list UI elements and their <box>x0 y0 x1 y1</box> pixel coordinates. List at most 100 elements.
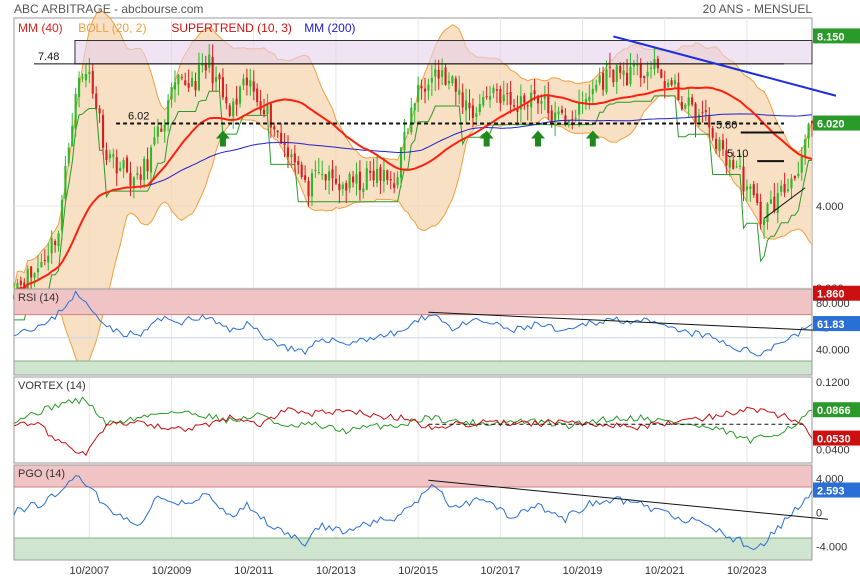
candle-body <box>588 96 591 101</box>
candle-body <box>259 101 262 111</box>
price-level-label: 6.02 <box>128 111 149 123</box>
candle-body <box>636 64 639 66</box>
candle-body <box>197 64 201 91</box>
candle-body <box>718 139 721 152</box>
rsi-value-badge: 61.83 <box>817 319 845 331</box>
candle-body <box>649 67 653 69</box>
candle-body <box>454 78 457 92</box>
candle-body <box>235 98 238 105</box>
candle-body <box>167 100 170 124</box>
candle-body <box>554 112 557 123</box>
candle-body <box>341 184 344 189</box>
candle-body <box>715 138 718 150</box>
candle-body <box>677 82 680 100</box>
candle-body <box>605 69 608 93</box>
candle-body <box>728 159 731 168</box>
candle-body <box>745 186 748 191</box>
candle-body <box>591 88 594 95</box>
candle-body <box>704 110 707 113</box>
price-level-label: 5.80 <box>716 120 737 132</box>
candle-body <box>410 107 413 133</box>
candle-body <box>516 108 519 112</box>
candle-body <box>471 105 474 118</box>
x-tick-label: 10/2007 <box>69 565 109 577</box>
candle-body <box>160 128 163 132</box>
candle-body <box>461 92 464 108</box>
price-high-badge: 8.150 <box>817 31 845 43</box>
candle-body <box>769 199 772 204</box>
candle-body <box>632 64 635 67</box>
candle-body <box>578 102 581 115</box>
support-trendline <box>763 187 806 219</box>
candle-body <box>208 54 211 68</box>
candle-body <box>328 171 331 181</box>
candle-body <box>406 132 409 134</box>
candle-body <box>396 177 399 186</box>
candle-body <box>533 90 536 95</box>
candle-body <box>752 184 755 196</box>
indicator-legend-0: MM (40) <box>18 21 63 35</box>
candle-body <box>444 67 447 85</box>
candle-body <box>91 71 94 94</box>
vortex-plus-badge-bg <box>813 402 860 418</box>
candle-body <box>598 75 601 83</box>
candle-body <box>372 170 375 181</box>
y-tick-label: 4.000 <box>816 201 844 213</box>
candle-body <box>643 76 646 78</box>
candle-body <box>30 266 33 278</box>
candle-body <box>180 77 183 79</box>
candle-body <box>221 77 224 98</box>
candle-body <box>434 69 437 77</box>
buy-signal-arrow-icon <box>585 130 600 147</box>
candle-body <box>608 66 611 68</box>
oversold-zone <box>14 361 812 375</box>
candle-body <box>458 89 461 95</box>
candle-body <box>697 114 701 124</box>
candle-body <box>290 154 293 158</box>
candle-body <box>680 102 683 110</box>
y-tick-label: 0 <box>816 508 822 520</box>
candle-body <box>33 273 36 278</box>
candle-body <box>379 167 382 181</box>
candle-body <box>612 69 615 83</box>
candle-body <box>262 109 266 115</box>
candle-body <box>499 89 502 104</box>
x-tick-label: 10/2015 <box>398 565 438 577</box>
candle-body <box>639 63 642 78</box>
candle-body <box>441 70 444 77</box>
candle-body <box>286 147 290 157</box>
y-tick-label: -4.000 <box>816 541 847 553</box>
x-tick-label: 10/2009 <box>152 565 192 577</box>
x-tick-label: 10/2019 <box>563 565 603 577</box>
candle-body <box>84 74 87 81</box>
candle-body <box>101 114 105 148</box>
candle-body <box>201 63 204 66</box>
pgo-line <box>13 475 813 551</box>
buy-signal-arrow-icon <box>215 130 230 147</box>
candle-body <box>810 120 814 124</box>
candle-body <box>98 108 101 114</box>
panel-title: PGO (14) <box>18 468 65 480</box>
candle-body <box>759 201 762 225</box>
candle-body <box>468 102 471 109</box>
candle-body <box>509 92 512 105</box>
candle-body <box>694 103 697 124</box>
price-high-badge-bg <box>813 28 860 44</box>
candle-body <box>348 173 351 189</box>
candle-body <box>721 140 725 150</box>
candle-body <box>417 84 420 103</box>
candle-body <box>307 181 310 197</box>
candle-body <box>749 186 752 189</box>
candle-body <box>105 149 108 161</box>
candle-body <box>670 80 673 86</box>
price-level-label: 5.10 <box>727 148 748 160</box>
candle-body <box>615 65 618 82</box>
candle-body <box>112 154 115 157</box>
candle-body <box>173 82 177 90</box>
overbought-zone <box>14 465 812 488</box>
candle-body <box>314 169 317 171</box>
candle-body <box>793 175 796 179</box>
candle-body <box>355 174 358 184</box>
candle-body <box>108 154 111 159</box>
indicator-legend-2: SUPERTREND (10, 3) <box>171 21 291 35</box>
